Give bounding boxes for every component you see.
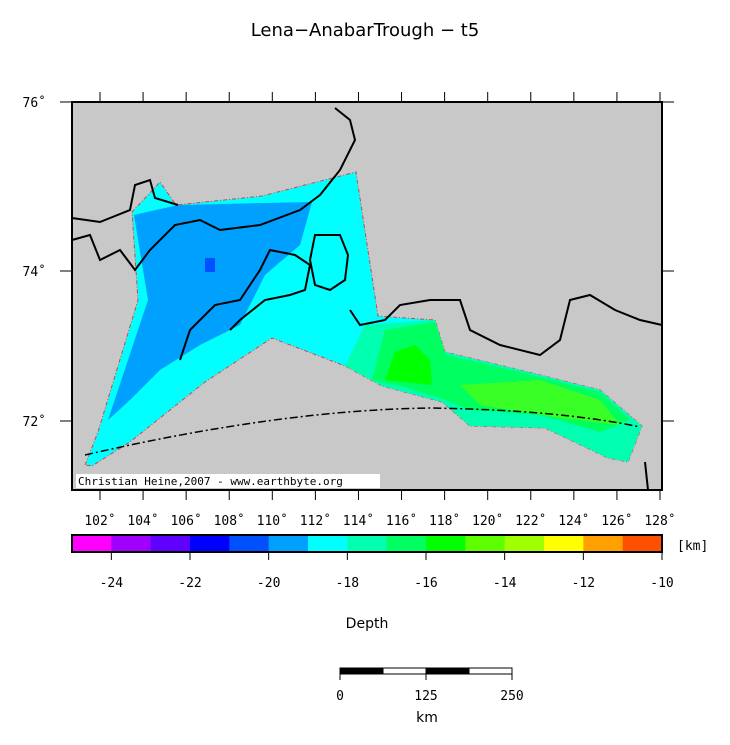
lon-label: 106˚ — [170, 513, 201, 529]
colorbar-cell — [622, 535, 663, 552]
lon-label: 120˚ — [472, 513, 503, 529]
lon-label: 108˚ — [214, 513, 245, 529]
colorbar-cell — [229, 535, 270, 552]
title: Lena−AnabarTrough − t5 — [251, 20, 480, 41]
lon-label: 118˚ — [429, 513, 460, 529]
scalebar-tick-label: 125 — [414, 689, 437, 704]
lon-label: 128˚ — [644, 513, 675, 529]
basin-rise — [460, 380, 620, 425]
basin-shallowest — [385, 345, 432, 385]
colorbar-cell — [111, 535, 152, 552]
lon-label: 112˚ — [300, 513, 331, 529]
lat-label: 72˚ — [23, 414, 46, 430]
lon-label: 126˚ — [601, 513, 632, 529]
colorbar-cell — [308, 535, 348, 552]
basin-deepest — [205, 258, 215, 272]
colorbar-cell — [426, 535, 466, 552]
colorbar-frame — [71, 534, 663, 553]
credit-box — [76, 474, 380, 488]
colorbar-cell — [347, 535, 388, 552]
map: Christian Heine,2007 - www.earthbyte.org — [71, 101, 663, 491]
credit: Christian Heine,2007 - www.earthbyte.org — [78, 475, 343, 488]
colorbar-cell — [72, 535, 112, 552]
colorbar-tick-label: -22 — [178, 576, 201, 591]
lon-label: 114˚ — [343, 513, 374, 529]
lon-label: 104˚ — [127, 513, 158, 529]
map-frame — [71, 101, 663, 491]
scalebar-unit: km — [416, 710, 438, 726]
scalebar-segment — [468, 667, 513, 675]
scalebar-segment — [382, 667, 427, 675]
colorbar-tick-label: -14 — [493, 576, 517, 591]
colorbar-tick-label: -18 — [336, 576, 359, 591]
colorbar-unit: [km] — [677, 539, 708, 554]
scalebar-tick-label: 0 — [336, 689, 344, 704]
lon-label: 110˚ — [257, 513, 288, 529]
colorbar-cell — [465, 535, 506, 552]
lon-label: 124˚ — [558, 513, 589, 529]
lat-label: 76˚ — [23, 95, 46, 111]
colorbar-cell — [544, 535, 584, 552]
lat-label: 74˚ — [23, 264, 46, 280]
colorbar-cell — [190, 535, 230, 552]
colorbar-tick-label: -12 — [572, 576, 595, 591]
colorbar-cell — [504, 535, 545, 552]
lon-label: 122˚ — [515, 513, 546, 529]
colorbar-tick-label: -10 — [650, 576, 673, 591]
lon-label: 102˚ — [84, 513, 115, 529]
coastline — [71, 107, 663, 491]
colorbar-cell — [150, 535, 191, 552]
colorbar-tick-label: -24 — [100, 576, 124, 591]
scalebar-segment — [339, 667, 384, 675]
colorbar-cell — [386, 535, 427, 552]
colorbar-cell — [268, 535, 309, 552]
scalebar-tick-label: 250 — [500, 689, 523, 704]
lon-label: 116˚ — [386, 513, 417, 529]
colorbar-tick-label: -16 — [414, 576, 437, 591]
colorbar-cell — [583, 535, 624, 552]
colorbar-tick-label: -20 — [257, 576, 280, 591]
colorbar-label: Depth — [346, 616, 389, 632]
scalebar-segment — [425, 667, 470, 675]
boundary-line — [84, 407, 641, 456]
